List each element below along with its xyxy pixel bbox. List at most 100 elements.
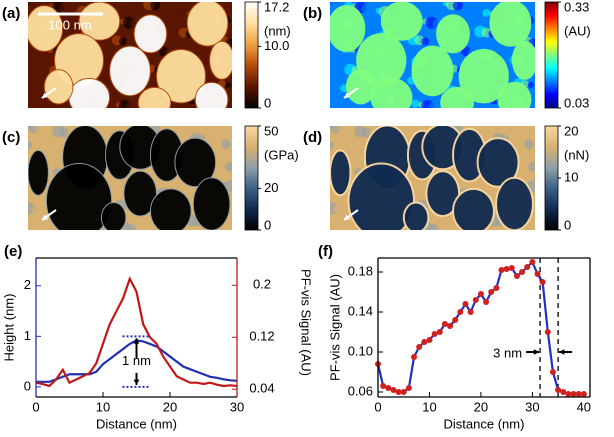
colorbar-tick-label: 0.33: [564, 0, 589, 14]
y-tick-label: 2: [24, 277, 31, 292]
arrow-head: [559, 349, 565, 355]
texture: [126, 223, 137, 230]
panel-label: (e): [4, 243, 22, 260]
y-tick-label: 0.18: [348, 263, 373, 278]
colorbar-tick-label: 0: [564, 217, 571, 232]
y-tick-label: 0: [24, 378, 31, 393]
data-point: [416, 344, 423, 350]
arrow-head: [344, 92, 350, 98]
data-point: [457, 309, 464, 315]
y2-tick-label: 0.12: [249, 329, 274, 344]
domain: [186, 2, 229, 47]
data-point: [400, 389, 407, 395]
domain: [402, 201, 430, 230]
data-point: [575, 391, 582, 397]
data-point: [513, 273, 520, 279]
colorbar-tick-label: 50: [264, 123, 278, 138]
texture: [224, 82, 231, 89]
y-tick-label: 0.06: [348, 383, 373, 398]
data-point: [390, 387, 397, 393]
panel-label: (f): [318, 243, 333, 260]
domain: [436, 14, 470, 54]
image: [330, 2, 535, 108]
data-point: [462, 301, 469, 307]
annotation: 1 nm: [122, 353, 151, 368]
colorbar-label: (nm): [264, 23, 291, 38]
domain: [78, 2, 121, 41]
image: [28, 2, 232, 108]
x-axis-label: Distance (nm): [96, 416, 177, 431]
texture: [42, 126, 51, 134]
arrow-head: [42, 214, 48, 220]
domain: [489, 2, 532, 47]
domain: [425, 170, 461, 218]
data-point: [508, 265, 515, 271]
scale-bar-label: 100 nm: [48, 17, 91, 32]
data-point: [483, 299, 490, 305]
colorbar-tick-label: 0.03: [564, 95, 589, 110]
texture: [224, 161, 232, 172]
texture: [179, 132, 188, 141]
data-point: [472, 297, 479, 303]
data-point: [447, 323, 454, 329]
panel-label: (d): [303, 129, 322, 146]
arrow-head: [42, 92, 48, 98]
texture: [527, 82, 534, 89]
domain: [109, 45, 151, 97]
domain: [411, 45, 454, 97]
texture: [66, 5, 75, 14]
data-point: [405, 385, 412, 391]
domain: [45, 162, 113, 230]
texture: [343, 143, 354, 154]
data-point: [529, 259, 536, 265]
texture: [220, 139, 231, 150]
texture: [108, 99, 117, 108]
domain: [370, 77, 413, 108]
texture: [421, 37, 430, 46]
data-point: [426, 337, 433, 343]
data-point: [421, 339, 428, 345]
data-point: [488, 289, 495, 295]
data-point: [503, 266, 510, 272]
texture: [126, 101, 137, 108]
arrow-head: [133, 379, 140, 385]
y-axis-label: Height (nm): [1, 294, 16, 362]
y2-tick-label: 0.04: [249, 381, 274, 396]
data-point: [539, 279, 546, 285]
data-point: [560, 389, 567, 395]
texture: [340, 206, 349, 215]
domain: [347, 162, 416, 230]
colorbar: [244, 125, 259, 231]
arrow-head: [133, 338, 140, 344]
domain: [174, 137, 217, 188]
domain: [511, 40, 535, 80]
x-tick-label: 20: [474, 399, 488, 414]
domain: [194, 81, 229, 108]
data-line: [35, 275, 238, 388]
texture: [428, 101, 439, 108]
domain: [123, 170, 158, 217]
data-point: [431, 331, 438, 337]
data-point: [380, 383, 387, 389]
colorbar-label: (AU): [564, 23, 591, 38]
domain: [458, 48, 509, 104]
domain: [330, 149, 352, 197]
x-tick-label: 40: [577, 399, 591, 414]
domain: [156, 48, 206, 104]
texture: [368, 5, 377, 14]
x-tick-label: 10: [422, 399, 436, 414]
data-point: [441, 321, 448, 327]
arrow-head: [344, 214, 350, 220]
y2-tick-label: 0.2: [253, 277, 271, 292]
texture: [330, 141, 334, 150]
domain: [380, 2, 423, 41]
domain: [137, 86, 172, 108]
arrow-head: [533, 349, 540, 355]
x-axis-label: Distance (nm): [444, 416, 525, 431]
x-tick-label: 30: [230, 399, 244, 414]
data-point: [580, 391, 587, 397]
x-tick-label: 0: [32, 399, 39, 414]
texture: [118, 37, 127, 46]
panel-label: (c): [2, 129, 20, 146]
panel-label: (b): [303, 5, 322, 22]
